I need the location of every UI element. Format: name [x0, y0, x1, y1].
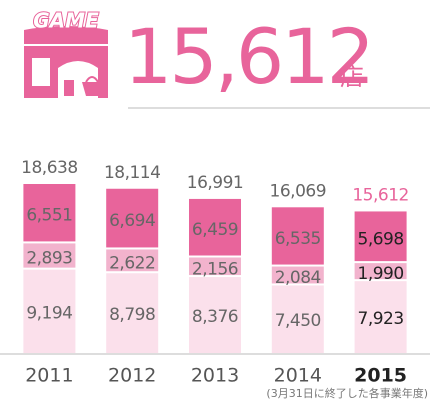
bar-segment: [23, 269, 76, 353]
segment-label: 6,459: [192, 220, 238, 240]
segment-label: 5,698: [358, 229, 404, 249]
bar-segment: [354, 211, 407, 262]
segment-label: 2,622: [109, 253, 155, 273]
bar-segment: [189, 277, 241, 353]
segment-label: 7,450: [275, 311, 321, 331]
total-label: 18,114: [104, 163, 160, 183]
total-label: 18,638: [21, 158, 77, 178]
x-tick-label: 2011: [25, 365, 73, 387]
segment-label: 1,990: [358, 264, 404, 284]
segment-label: 2,893: [26, 249, 72, 269]
bar-segment: [106, 188, 159, 248]
total-label: 15,612: [352, 185, 408, 205]
x-tick-label: 2015: [354, 365, 407, 387]
store-count: 15,612: [124, 12, 372, 101]
bar-segment: [106, 273, 159, 353]
segment-label: 2,084: [275, 268, 321, 288]
bar-segment: [271, 266, 324, 284]
x-tick-label: 2014: [274, 365, 322, 387]
segment-label: 8,376: [192, 307, 238, 327]
segment-label: 9,194: [26, 303, 72, 323]
store-icon: [24, 26, 108, 98]
segment-label: 2,156: [192, 259, 238, 279]
x-tick-label: 2012: [108, 365, 156, 387]
footnote: (3月31日に終了した各事業年度): [266, 386, 428, 400]
segment-label: 7,923: [358, 309, 404, 329]
segment-label: 6,551: [26, 206, 72, 226]
bar-segment: [23, 184, 76, 242]
icon-text: GAME: [33, 9, 99, 33]
bar-segment: [354, 281, 407, 353]
total-label: 16,991: [187, 173, 243, 193]
bar-segment: [189, 198, 241, 256]
bar-segment: [189, 257, 241, 276]
segment-label: 6,694: [109, 211, 155, 231]
segment-label: 6,535: [275, 229, 321, 249]
bar-segment: [106, 249, 159, 272]
total-label: 16,069: [270, 181, 326, 201]
bar-segment: [23, 243, 76, 268]
bar-segment: [271, 207, 324, 265]
x-tick-label: 2013: [191, 365, 239, 387]
store-unit: 店: [340, 63, 364, 91]
bar-segment: [271, 285, 324, 353]
segment-label: 8,798: [109, 305, 155, 325]
bar-segment: [354, 263, 407, 280]
